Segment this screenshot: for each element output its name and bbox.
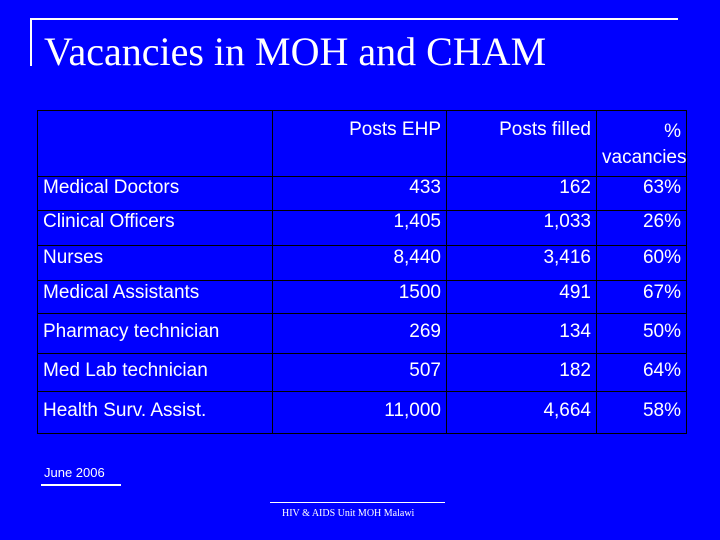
row-label: Health Surv. Assist.: [37, 391, 273, 434]
row-label: Medical Doctors: [37, 176, 273, 211]
footer-rule: [270, 502, 445, 503]
date-note: June 2006: [44, 465, 105, 480]
vacancy-value: 64%: [596, 353, 687, 392]
row-label: Nurses: [37, 245, 273, 281]
table-header-row: Posts EHP Posts filled % vacancies: [37, 110, 687, 177]
posts-filled-value: 4,664: [446, 391, 597, 434]
header-vacancies-line1: %: [664, 121, 681, 142]
posts-filled-value: 182: [446, 353, 597, 392]
slide-title: Vacancies in MOH and CHAM: [44, 29, 547, 74]
posts-ehp-value: 507: [272, 353, 447, 392]
table-row: Pharmacy technician 269 134 50%: [37, 313, 687, 354]
posts-ehp-value: 433: [272, 176, 447, 211]
row-label: Pharmacy technician: [37, 313, 273, 354]
posts-ehp-value: 1500: [272, 280, 447, 314]
table-row: Medical Doctors 433 162 63%: [37, 176, 687, 211]
date-note-underline: [41, 484, 121, 486]
posts-filled-value: 3,416: [446, 245, 597, 281]
posts-ehp-value: 11,000: [272, 391, 447, 434]
posts-ehp-value: 8,440: [272, 245, 447, 281]
slide-footer: HIV & AIDS Unit MOH Malawi: [282, 508, 415, 519]
header-cell-empty: [37, 110, 273, 177]
header-vacancies: % vacancies: [596, 110, 687, 177]
title-rule-horizontal: [30, 18, 678, 20]
row-label: Med Lab technician: [37, 353, 273, 392]
posts-filled-value: 134: [446, 313, 597, 354]
vacancy-value: 60%: [596, 245, 687, 281]
vacancy-value: 58%: [596, 391, 687, 434]
vacancies-table: Posts EHP Posts filled % vacancies Medica…: [37, 110, 687, 434]
table-row: Clinical Officers 1,405 1,033 26%: [37, 210, 687, 246]
table-row: Nurses 8,440 3,416 60%: [37, 245, 687, 281]
table-row: Med Lab technician 507 182 64%: [37, 353, 687, 392]
posts-filled-value: 1,033: [446, 210, 597, 246]
vacancy-value: 26%: [596, 210, 687, 246]
table-row: Health Surv. Assist. 11,000 4,664 58%: [37, 391, 687, 434]
posts-filled-value: 162: [446, 176, 597, 211]
row-label: Clinical Officers: [37, 210, 273, 246]
vacancy-value: 63%: [596, 176, 687, 211]
posts-ehp-value: 269: [272, 313, 447, 354]
vacancy-value: 67%: [596, 280, 687, 314]
row-label: Medical Assistants: [37, 280, 273, 314]
header-posts-filled: Posts filled: [446, 110, 597, 177]
posts-filled-value: 491: [446, 280, 597, 314]
table-row: Medical Assistants 1500 491 67%: [37, 280, 687, 314]
posts-ehp-value: 1,405: [272, 210, 447, 246]
title-rule-vertical: [30, 18, 32, 66]
header-posts-ehp: Posts EHP: [272, 110, 447, 177]
header-vacancies-line2: vacancies: [602, 147, 687, 168]
vacancy-value: 50%: [596, 313, 687, 354]
